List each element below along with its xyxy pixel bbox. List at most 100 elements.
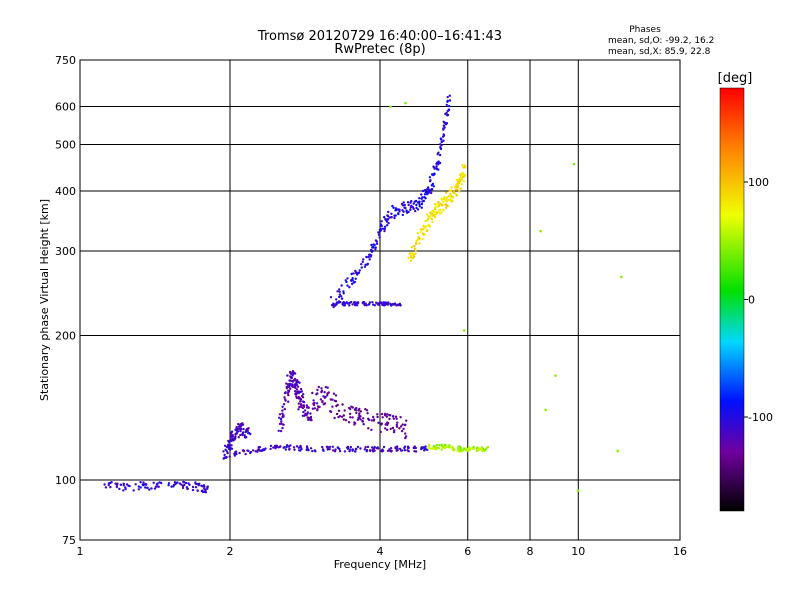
data-point (351, 303, 354, 306)
data-point (423, 196, 426, 199)
data-point (307, 417, 311, 420)
colorbar-ticks: 100 0 -100 (744, 176, 773, 424)
data-point (186, 487, 189, 490)
data-point (375, 301, 378, 304)
data-point (416, 232, 419, 235)
data-point (227, 439, 230, 443)
data-point (410, 254, 413, 257)
data-point (376, 413, 379, 416)
data-point (298, 381, 301, 384)
data-point (388, 216, 391, 219)
data-point (437, 200, 440, 204)
data-point (421, 196, 424, 199)
data-point (431, 220, 434, 223)
data-point (427, 191, 431, 194)
data-point (370, 248, 373, 252)
data-point (340, 415, 344, 418)
data-point (351, 277, 354, 280)
data-point (320, 387, 323, 390)
data-point (440, 140, 443, 144)
data-point (459, 446, 462, 450)
data-point (245, 427, 249, 431)
data-point (244, 436, 247, 439)
data-point (435, 447, 438, 451)
data-point (234, 450, 237, 454)
data-point (399, 416, 402, 419)
data-point (365, 450, 368, 453)
data-point (435, 443, 438, 447)
data-point (368, 303, 371, 306)
data-point (446, 114, 449, 117)
data-point (142, 481, 145, 484)
data-point (279, 417, 283, 421)
data-point (435, 206, 438, 209)
data-point (311, 449, 314, 453)
data-point (404, 432, 407, 435)
data-point (283, 391, 287, 395)
data-point (326, 394, 329, 397)
data-point (297, 408, 300, 411)
data-point (230, 447, 234, 450)
data-point (122, 489, 125, 492)
data-point (398, 210, 401, 213)
data-point (439, 208, 442, 211)
y-tick-label: 75 (62, 534, 76, 547)
data-point (148, 488, 151, 491)
data-point (269, 444, 273, 448)
data-point (426, 213, 429, 216)
data-point (397, 303, 400, 307)
data-point (365, 409, 369, 412)
data-point (446, 95, 449, 99)
data-point (287, 393, 290, 397)
data-point (378, 229, 382, 233)
data-point (445, 206, 448, 209)
data-point (448, 194, 452, 197)
data-point (393, 216, 396, 220)
data-point (333, 416, 336, 420)
data-point (384, 413, 387, 417)
data-point (389, 447, 393, 450)
data-point (442, 127, 445, 130)
data-point (386, 302, 390, 306)
data-point (457, 180, 460, 184)
data-point (430, 188, 433, 191)
data-point (414, 446, 417, 450)
data-point (461, 163, 464, 167)
data-point (351, 449, 354, 452)
data-point (329, 296, 333, 299)
data-point (404, 101, 407, 105)
data-point (376, 415, 379, 419)
data-point (330, 303, 334, 307)
data-point (445, 111, 448, 115)
data-point (554, 374, 557, 377)
data-point (439, 143, 442, 146)
data-point (139, 481, 142, 484)
data-point (448, 104, 451, 108)
data-point (282, 423, 285, 426)
data-point (283, 396, 286, 399)
data-point (289, 387, 292, 390)
data-point (332, 305, 335, 309)
data-point (231, 437, 235, 441)
data-point (424, 219, 427, 223)
data-point (360, 263, 363, 266)
data-point (342, 292, 345, 295)
data-points (103, 94, 623, 494)
data-point (285, 444, 289, 447)
data-point (411, 206, 415, 209)
data-point (301, 396, 305, 399)
data-point (275, 445, 278, 449)
data-point (444, 446, 448, 449)
data-point (389, 302, 392, 306)
data-point (351, 416, 354, 419)
data-point (415, 206, 418, 210)
data-point (244, 452, 247, 456)
data-point (350, 272, 353, 276)
data-point (348, 304, 351, 307)
data-point (305, 445, 309, 448)
data-point (286, 374, 289, 377)
data-point (383, 215, 386, 219)
data-point (224, 456, 227, 459)
data-point (455, 188, 458, 191)
data-point (284, 399, 287, 402)
